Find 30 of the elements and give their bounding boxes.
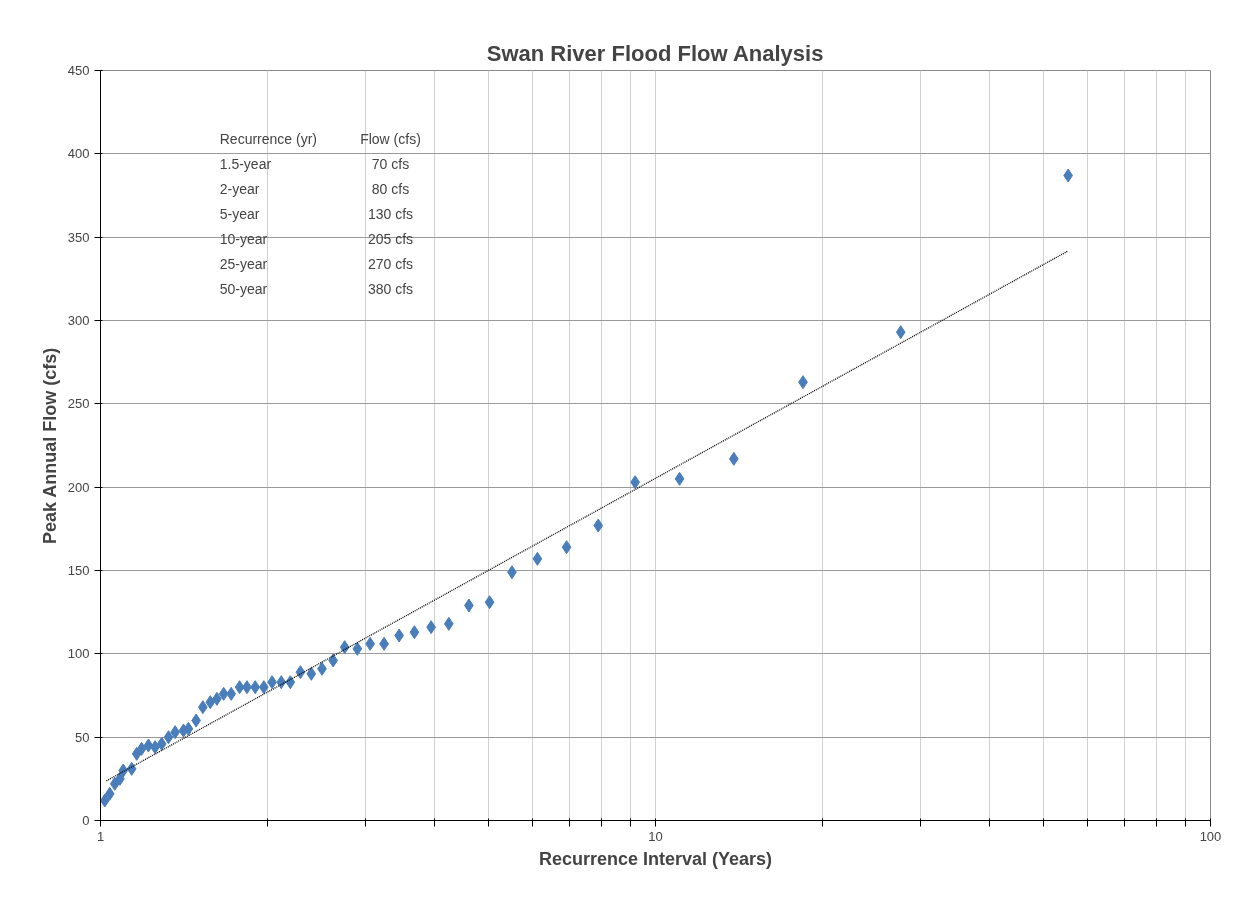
annotation: 270 cfs bbox=[367, 255, 414, 272]
annotation: 1.5-year bbox=[219, 155, 272, 172]
y-tick-label: 150 bbox=[67, 563, 90, 578]
y-tick-label: 200 bbox=[67, 479, 90, 495]
annotation: 380 cfs bbox=[367, 280, 414, 297]
annotation: Recurrence (yr) bbox=[219, 130, 317, 147]
x-tick-label: 100 bbox=[1199, 828, 1222, 844]
y-tick-label: 250 bbox=[67, 396, 90, 412]
annotation: 10-year bbox=[219, 230, 268, 247]
x-tick-label: 10 bbox=[648, 828, 663, 844]
annotation: 25-year bbox=[219, 255, 268, 272]
annotation: Flow (cfs) bbox=[360, 130, 421, 147]
y-tick-label: 350 bbox=[67, 229, 90, 245]
x-tick-label: 1 bbox=[96, 828, 105, 844]
chart-title: Swan River Flood Flow Analysis bbox=[486, 40, 824, 66]
annotation: 50-year bbox=[219, 280, 268, 297]
y-tick-label: 50 bbox=[75, 729, 90, 745]
annotation: 5-year bbox=[219, 205, 260, 222]
annotation: 70 cfs bbox=[371, 155, 410, 172]
annotation: 205 cfs bbox=[367, 230, 414, 247]
y-axis-title: Peak Annual Flow (cfs) bbox=[39, 347, 60, 545]
annotation: 130 cfs bbox=[367, 205, 414, 222]
annotation: 80 cfs bbox=[371, 180, 410, 197]
y-tick-label: 400 bbox=[67, 146, 90, 162]
y-tick-label: 0 bbox=[82, 813, 90, 828]
annotation: 2-year bbox=[219, 180, 260, 197]
x-axis-title: Recurrence Interval (Years) bbox=[538, 848, 773, 869]
y-tick-label: 300 bbox=[67, 313, 90, 328]
y-tick-label: 100 bbox=[67, 646, 90, 662]
y-tick-label: 450 bbox=[67, 63, 90, 78]
